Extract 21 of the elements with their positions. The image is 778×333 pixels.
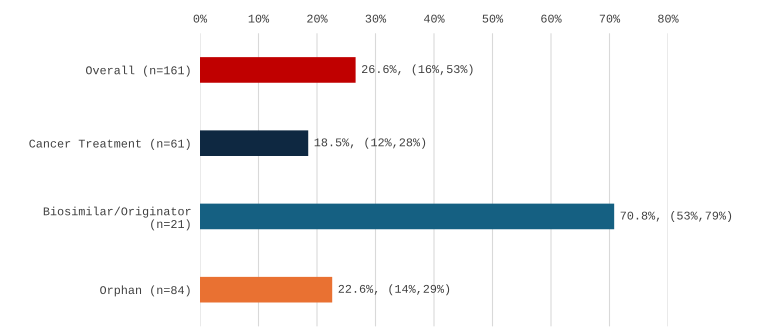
y-tick-label: Cancer Treatment (n=61) (29, 138, 190, 150)
y-tick-label: Biosimilar/Originator (n=21) (44, 206, 191, 230)
y-tick-label: Orphan (n=84) (100, 285, 190, 296)
x-tick-label: 30% (366, 14, 386, 23)
data-label: 22.6%, (14%,29%) (338, 284, 450, 296)
data-label: 26.6%, (16%,53%) (362, 64, 473, 76)
bar (200, 57, 356, 83)
x-tick-label: 10% (248, 14, 270, 23)
bar (200, 276, 332, 303)
bar (200, 204, 614, 230)
bar (200, 130, 308, 156)
x-tick-label: 60% (541, 14, 562, 23)
x-tick-label: 0% (194, 14, 208, 23)
data-label: 18.5%, (12%,28%) (314, 138, 426, 149)
data-label: 70.8%, (53%,79%) (620, 210, 732, 222)
x-tick-label: 80% (658, 14, 679, 23)
x-tick-label: 70% (600, 14, 620, 23)
x-tick-label: 20% (307, 14, 328, 23)
y-tick-label: Overall (n=161) (86, 66, 190, 77)
x-tick-label: 50% (482, 14, 504, 23)
x-tick-label: 40% (424, 14, 445, 23)
